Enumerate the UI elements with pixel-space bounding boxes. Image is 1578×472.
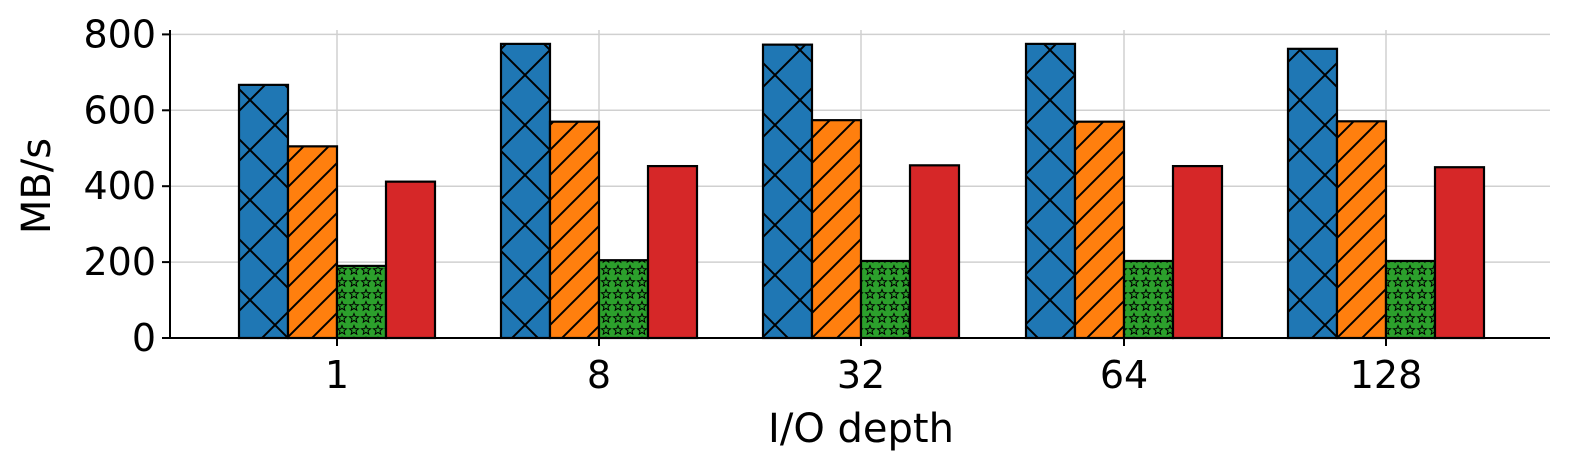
x-tick-label: 64 xyxy=(1100,353,1148,397)
bar-hatch xyxy=(1288,48,1337,339)
bars xyxy=(237,42,1486,340)
tick-labels: 0 200 400 600 800 1 8 32 64 128 xyxy=(83,12,1422,397)
bar-hatch xyxy=(1026,43,1075,338)
x-tick-label: 8 xyxy=(587,353,611,397)
bar-hatch xyxy=(239,84,288,338)
bar xyxy=(1435,167,1484,338)
x-tick-label: 32 xyxy=(837,353,885,397)
bar-hatch xyxy=(1075,121,1124,338)
bar-hatch xyxy=(288,146,337,338)
y-tick-label: 200 xyxy=(83,240,156,284)
y-tick-label: 800 xyxy=(83,12,156,56)
y-tick-label: 600 xyxy=(83,88,156,132)
bar xyxy=(648,166,697,338)
bar-hatch xyxy=(1386,260,1435,338)
bar-hatch xyxy=(501,43,550,338)
bar-hatch xyxy=(812,120,861,339)
y-tick-label: 0 xyxy=(132,316,156,360)
x-axis-title: I/O depth xyxy=(768,406,954,452)
bar-hatch xyxy=(1337,121,1386,338)
bar-hatch xyxy=(337,265,386,338)
y-axis-title: MB/s xyxy=(14,138,60,234)
bar xyxy=(386,181,435,338)
bar-hatch xyxy=(550,121,599,338)
axes xyxy=(162,30,1550,346)
bar-hatch xyxy=(599,260,648,338)
x-tick-label: 128 xyxy=(1350,353,1423,397)
x-tick-label: 1 xyxy=(325,353,349,397)
bar xyxy=(910,165,959,338)
bar xyxy=(1173,166,1222,338)
y-tick-label: 400 xyxy=(83,164,156,208)
bar-hatch xyxy=(763,44,812,339)
bar-hatch xyxy=(1124,260,1173,338)
bar-hatch xyxy=(861,260,910,338)
